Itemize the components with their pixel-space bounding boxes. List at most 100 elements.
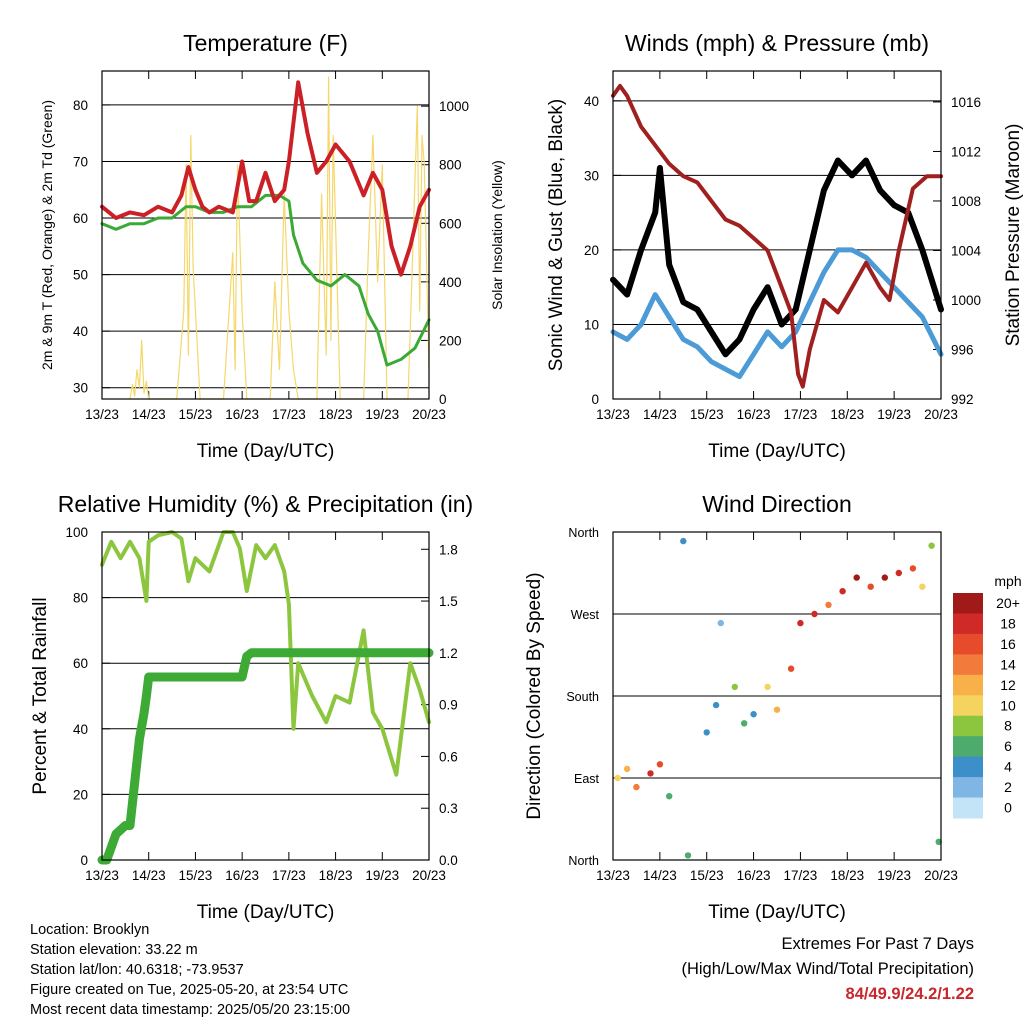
y-tick-label: 60 (73, 656, 88, 671)
y-tick-label: 40 (73, 722, 88, 737)
y-right-tick-label: 1.5 (439, 594, 458, 609)
colorbar-swatch (953, 715, 983, 737)
x-axis-label: Time (Day/UTC) (708, 902, 846, 923)
y-right-tick-label: 1.2 (439, 646, 458, 661)
direction-point (684, 852, 692, 859)
colorbar-swatch (953, 797, 983, 819)
colorbar-swatch (953, 695, 983, 717)
x-tick-label: 14/23 (643, 407, 677, 422)
x-tick-label: 20/23 (412, 407, 446, 422)
direction-point (680, 537, 687, 545)
colorbar-label: 12 (1000, 677, 1016, 693)
elevation-label: Station elevation: 33.22 m (30, 942, 198, 958)
direction-point (712, 701, 720, 709)
x-tick-label: 13/23 (85, 868, 119, 883)
y-right-tick-label: 1.8 (439, 542, 458, 557)
x-tick-label: 16/23 (737, 868, 771, 883)
colorbar-swatch (953, 736, 983, 758)
y-tick-label: 30 (584, 168, 599, 183)
created-label: Figure created on Tue, 2025-05-20, at 23… (30, 982, 349, 998)
direction-point (867, 583, 874, 590)
y-right-tick-label: 1000 (951, 293, 981, 308)
y-tick-label: 80 (73, 591, 88, 606)
x-tick-label: 14/23 (643, 868, 677, 883)
direction-point (656, 761, 664, 768)
y-right-axis-label: Station Pressure (Maroon) (1003, 124, 1024, 347)
x-tick-label: 17/23 (272, 407, 306, 422)
relative-humidity-line (100, 530, 431, 777)
colorbar-label: 8 (1004, 718, 1012, 734)
colorbar-swatch (953, 613, 983, 635)
x-tick-label: 14/23 (132, 407, 166, 422)
plot-border (101, 70, 430, 400)
direction-point (797, 619, 804, 627)
plot-border (612, 531, 942, 861)
extremes-title: Extremes For Past 7 Days (781, 935, 974, 953)
y-axis-label: Percent & Total Rainfall (30, 597, 51, 794)
gust-line (610, 157, 944, 358)
colorbar-swatch (953, 654, 983, 676)
x-tick-label: 20/23 (412, 868, 446, 883)
y-right-tick-label: 0.9 (439, 698, 458, 713)
x-tick-label: 18/23 (319, 407, 353, 422)
direction-point (750, 711, 757, 718)
y-right-tick-label: 0 (439, 392, 447, 407)
y-tick-label: 10 (584, 317, 599, 332)
y-right-tick-label: 1000 (439, 99, 469, 114)
x-tick-label: 17/23 (784, 868, 818, 883)
latlon-label: Station lat/lon: 40.6318; -73.9537 (30, 962, 244, 978)
y-tick-label: 100 (65, 525, 88, 540)
y-axis-label: Direction (Colored By Speed) (524, 572, 545, 819)
direction-point (811, 610, 818, 618)
y-tick-label: North (568, 854, 599, 868)
x-tick-label: 19/23 (877, 868, 911, 883)
direction-point (731, 683, 738, 691)
x-tick-label: 17/23 (272, 868, 306, 883)
y-tick-label: 50 (73, 268, 88, 283)
x-tick-label: 16/23 (225, 868, 259, 883)
chart-title: Temperature (F) (183, 30, 348, 56)
chart-title: Winds (mph) & Pressure (mb) (625, 30, 929, 56)
y-tick-label: 60 (73, 211, 88, 226)
direction-point (853, 574, 860, 581)
y-tick-label: 0 (80, 853, 88, 868)
recent-label: Most recent data timestamp: 2025/05/20 2… (30, 1002, 351, 1018)
precipitation-line (97, 648, 434, 865)
colorbar-title: mph (994, 573, 1021, 589)
x-tick-label: 19/23 (365, 407, 399, 422)
y-tick-label: 40 (584, 94, 599, 109)
x-tick-label: 13/23 (596, 868, 630, 883)
direction-point (895, 569, 902, 577)
y-tick-label: 80 (73, 98, 88, 113)
direction-point (764, 683, 771, 691)
colorbar-swatch (953, 593, 983, 614)
x-tick-label: 19/23 (365, 868, 399, 883)
x-tick-label: 19/23 (877, 407, 911, 422)
x-tick-label: 18/23 (830, 868, 864, 883)
x-tick-label: 20/23 (924, 868, 958, 883)
y-right-tick-label: 800 (439, 158, 462, 173)
x-tick-label: 16/23 (225, 407, 259, 422)
y-right-tick-label: 200 (439, 333, 462, 348)
x-tick-label: 14/23 (132, 868, 166, 883)
colorbar-label: 16 (1000, 636, 1016, 652)
extremes-box: Extremes For Past 7 Days (High/Low/Max W… (681, 932, 974, 1007)
x-tick-label: 20/23 (924, 407, 958, 422)
chart-title: Wind Direction (702, 491, 852, 517)
y-right-tick-label: 1016 (951, 95, 981, 110)
y-tick-label: 0 (591, 392, 599, 407)
direction-point (919, 583, 926, 590)
colorbar-swatch (953, 633, 983, 655)
direction-point (614, 774, 621, 782)
y-right-tick-label: 996 (951, 342, 974, 357)
y-tick-label: West (571, 608, 600, 622)
direction-point (928, 542, 935, 549)
x-tick-label: 18/23 (830, 407, 864, 422)
colorbar-label: 14 (1000, 656, 1016, 672)
y-right-tick-label: 992 (951, 392, 974, 407)
y-tick-label: 30 (73, 381, 88, 396)
direction-point (623, 765, 631, 773)
y-axis-label: Sonic Wind & Gust (Blue, Black) (546, 99, 567, 371)
direction-point (741, 720, 748, 727)
